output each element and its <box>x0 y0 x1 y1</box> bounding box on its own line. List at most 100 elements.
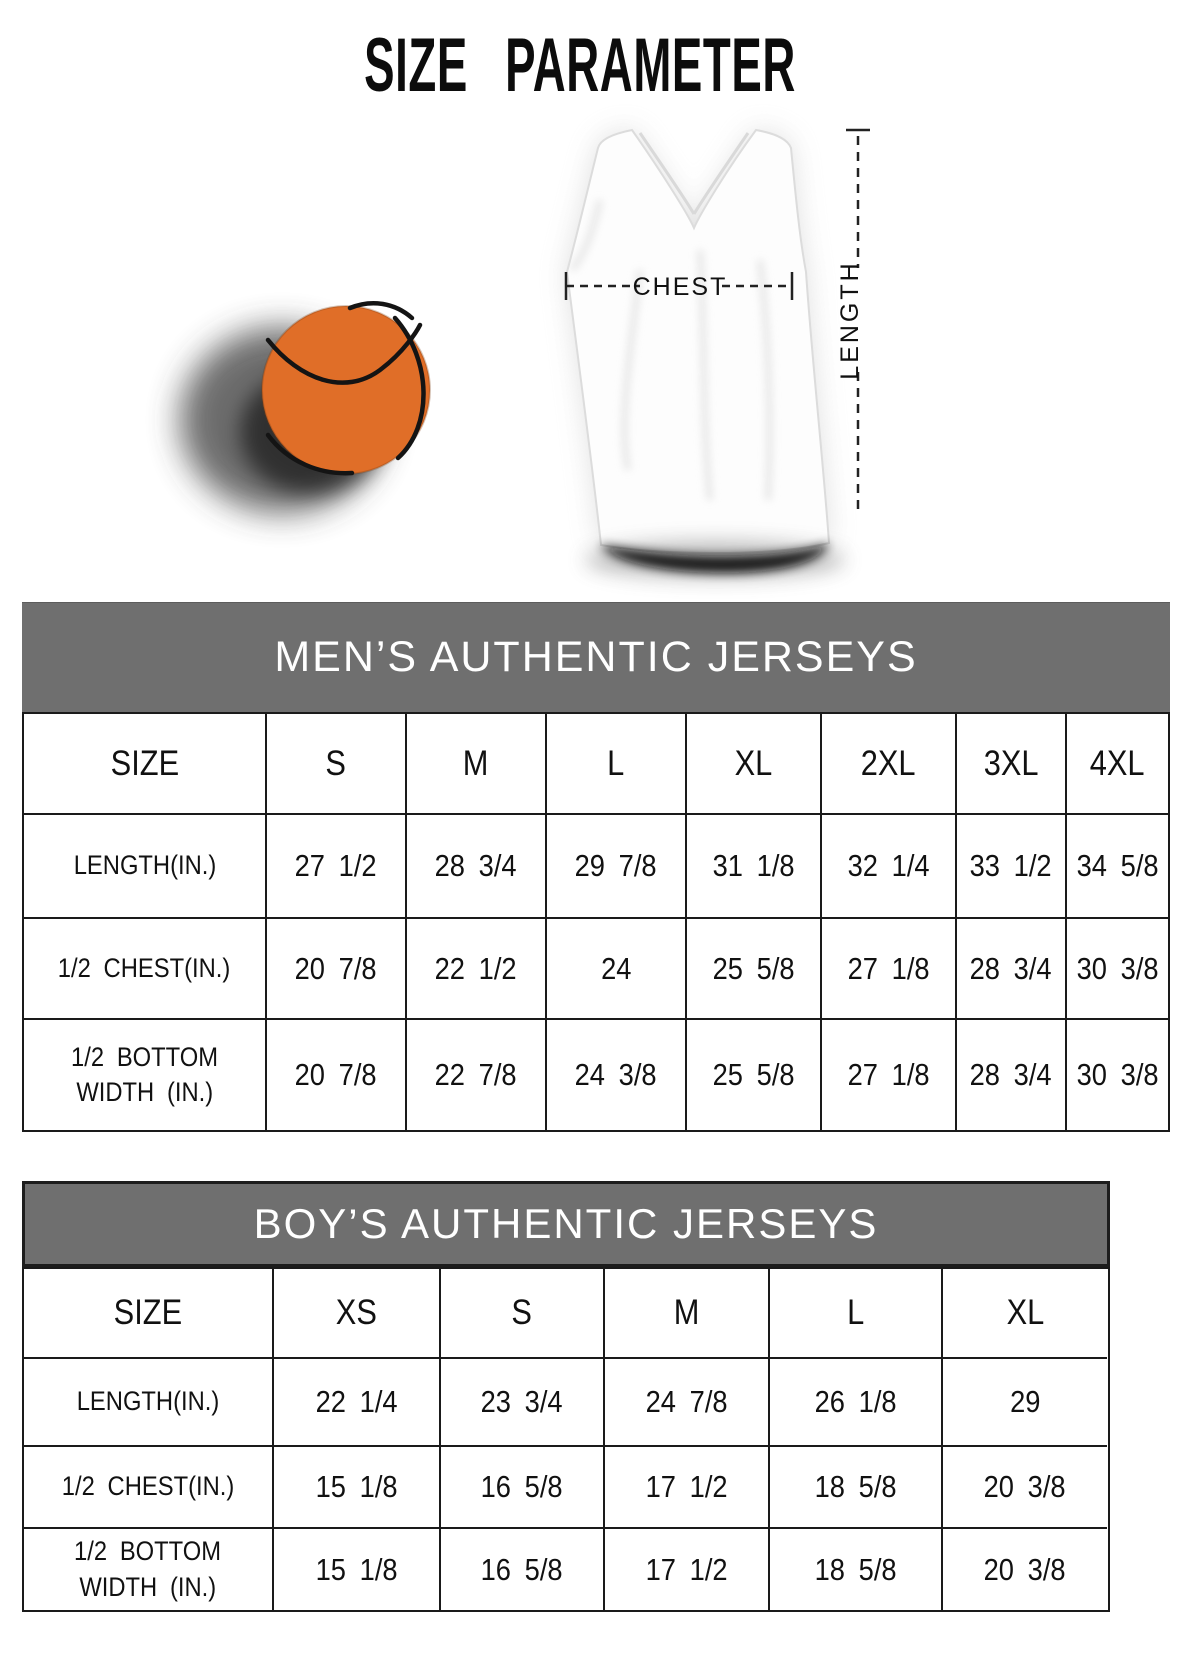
row-label-line: LENGTH(IN.) <box>76 1386 220 1417</box>
value: 15 1/8 <box>315 1469 398 1504</box>
value: 30 3/8 <box>1076 950 1159 986</box>
value: 16 5/8 <box>480 1469 564 1504</box>
value: 26 1/8 <box>814 1384 897 1419</box>
boys-value-cell: 18 5/8 <box>770 1447 943 1529</box>
boys-size-label: L <box>846 1293 865 1332</box>
men-row-label: 1/2 BOTTOM WIDTH (IN.) <box>24 1020 267 1130</box>
boys-value-cell: 23 3/4 <box>441 1359 605 1447</box>
value: 27 1/2 <box>294 848 378 883</box>
hero-graphic: CHEST LENGTH <box>180 128 870 578</box>
basketball-illustration <box>180 301 431 513</box>
value: 34 5/8 <box>1076 848 1159 883</box>
value: 33 1/2 <box>969 848 1053 883</box>
boys-value-cell: 29 <box>943 1359 1107 1447</box>
boys-value-cell: 16 5/8 <box>441 1529 605 1610</box>
value: 24 <box>600 950 632 986</box>
boys-value-cell: 24 7/8 <box>605 1359 770 1447</box>
men-size-cell: 2XL <box>822 714 957 815</box>
value: 28 3/4 <box>969 950 1053 986</box>
value: 27 1/8 <box>847 950 930 986</box>
boys-value-cell: 17 1/2 <box>605 1529 770 1610</box>
men-value-cell: 28 3/4 <box>957 919 1067 1020</box>
men-value-cell: 24 3/8 <box>547 1020 687 1130</box>
jersey-creases <box>569 199 774 501</box>
boys-size-cell: XS <box>274 1269 441 1359</box>
boys-size-cell: S <box>441 1269 605 1359</box>
boys-size-label: S <box>511 1293 533 1332</box>
boys-table-title: BOY’S AUTHENTIC JERSEYS <box>253 1200 879 1247</box>
chest-measure-line <box>564 272 794 300</box>
value: 22 1/2 <box>434 950 518 986</box>
row-label-line: LENGTH(IN.) <box>73 850 216 881</box>
men-value-cell: 30 3/8 <box>1067 919 1168 1020</box>
value: 28 3/4 <box>434 848 518 883</box>
value: 17 1/2 <box>645 1469 728 1504</box>
value: 31 1/8 <box>712 848 795 883</box>
men-value-cell: 24 <box>547 919 687 1020</box>
boys-row-label: 1/2 BOTTOM WIDTH (IN.) <box>24 1529 274 1610</box>
men-value-cell: 20 7/8 <box>267 919 407 1020</box>
men-value-cell: 25 5/8 <box>687 919 822 1020</box>
boys-value-cell: 26 1/8 <box>770 1359 943 1447</box>
boys-size-label: M <box>673 1293 700 1332</box>
men-value-cell: 27 1/2 <box>267 815 407 919</box>
boys-size-table: SIZE XS S M L XL LENGTH(IN.) 22 1/4 23 3… <box>22 1267 1110 1612</box>
men-size-cell: 3XL <box>957 714 1067 815</box>
row-label-line: 1/2 CHEST(IN.) <box>61 1471 235 1502</box>
row-label-line: WIDTH (IN.) <box>76 1077 213 1107</box>
value: 24 3/8 <box>574 1057 658 1092</box>
length-label: LENGTH <box>836 260 864 379</box>
jersey-hem-shadow <box>600 543 829 574</box>
value: 30 3/8 <box>1076 1057 1159 1092</box>
value: 29 7/8 <box>574 848 658 883</box>
men-size-label: 3XL <box>983 743 1039 783</box>
boys-value-cell: 16 5/8 <box>441 1447 605 1529</box>
men-size-header-cell: SIZE <box>24 714 267 815</box>
boys-row-label: LENGTH(IN.) <box>24 1359 274 1447</box>
men-value-cell: 27 1/8 <box>822 919 957 1020</box>
value: 28 3/4 <box>969 1057 1053 1092</box>
men-size-cell: M <box>407 714 547 815</box>
men-size-cell: 4XL <box>1067 714 1168 815</box>
men-value-cell: 29 7/8 <box>547 815 687 919</box>
boys-size-label: XS <box>335 1293 378 1332</box>
boys-value-cell: 15 1/8 <box>274 1447 441 1529</box>
men-size-label: XL <box>734 743 773 783</box>
boys-value-cell: 22 1/4 <box>274 1359 441 1447</box>
basketball-seams <box>265 301 426 476</box>
boys-value-cell: 18 5/8 <box>770 1529 943 1610</box>
value: 24 7/8 <box>645 1384 728 1419</box>
men-value-cell: 22 7/8 <box>407 1020 547 1130</box>
row-label-line: 1/2 CHEST(IN.) <box>58 952 231 983</box>
value: 29 <box>1009 1384 1041 1419</box>
men-size-cell: L <box>547 714 687 815</box>
men-value-cell: 32 1/4 <box>822 815 957 919</box>
men-value-cell: 30 3/8 <box>1067 1020 1168 1130</box>
men-size-table: SIZE S M L XL 2XL 3XL 4XL LENGTH(IN.) 27… <box>22 712 1170 1132</box>
men-value-cell: 27 1/8 <box>822 1020 957 1130</box>
value: 23 3/4 <box>480 1384 564 1419</box>
chest-label: CHEST <box>633 273 728 301</box>
men-size-label: S <box>325 743 347 783</box>
boys-size-cell: XL <box>943 1269 1107 1359</box>
value: 22 7/8 <box>434 1057 518 1092</box>
row-label-line: WIDTH (IN.) <box>79 1571 217 1602</box>
men-value-cell: 28 3/4 <box>957 1020 1067 1130</box>
row-label-line: 1/2 BOTTOM <box>70 1041 218 1072</box>
men-value-cell: 25 5/8 <box>687 1020 822 1130</box>
men-size-label: M <box>463 743 489 783</box>
boys-size-cell: M <box>605 1269 770 1359</box>
value: 20 3/8 <box>983 1469 1067 1504</box>
value: 27 1/8 <box>847 1057 930 1092</box>
boys-value-cell: 20 3/8 <box>943 1529 1107 1610</box>
boys-size-header-label: SIZE <box>113 1293 183 1332</box>
value: 32 1/4 <box>847 848 930 883</box>
men-size-label: L <box>607 743 625 783</box>
value: 20 7/8 <box>294 1057 378 1092</box>
boys-value-cell: 17 1/2 <box>605 1447 770 1529</box>
jersey-illustration <box>565 128 845 578</box>
men-value-cell: 20 7/8 <box>267 1020 407 1130</box>
men-row-label: 1/2 CHEST(IN.) <box>24 919 267 1020</box>
men-value-cell: 28 3/4 <box>407 815 547 919</box>
